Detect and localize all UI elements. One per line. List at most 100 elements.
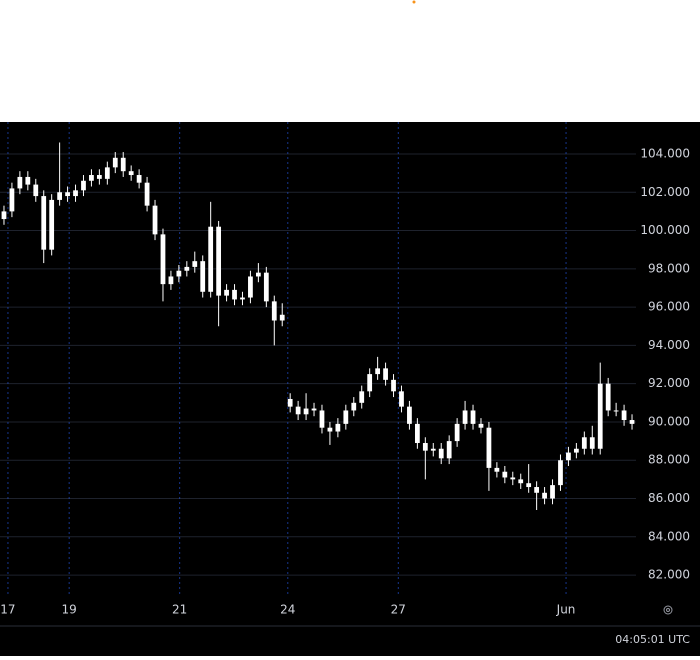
y-tick-label: 92.000: [648, 376, 690, 390]
candle-body: [327, 427, 333, 432]
candle-body: [33, 184, 39, 197]
candle-body: [343, 410, 349, 424]
candle-body: [128, 171, 134, 176]
candle-body: [438, 448, 444, 459]
candle-body: [136, 175, 142, 183]
candle-body: [224, 289, 229, 296]
x-tick-label: 27: [391, 603, 406, 617]
candle-body: [144, 182, 150, 206]
candle-body: [319, 410, 325, 428]
candle-body: [49, 199, 55, 250]
candle-body: [248, 276, 253, 298]
candle-body: [104, 167, 110, 179]
candle-body: [303, 408, 309, 415]
candle-body: [446, 441, 452, 459]
candle-body: [581, 437, 587, 449]
y-tick-label: 86.000: [648, 491, 690, 505]
candle-body: [502, 471, 508, 478]
candle-body: [1, 211, 7, 220]
candle-body: [407, 406, 412, 424]
candle-body: [534, 487, 540, 493]
candle-body: [81, 180, 86, 191]
candle-body: [287, 398, 293, 407]
candle-body: [208, 226, 214, 292]
clock: 04:05:01 UTC: [615, 633, 690, 646]
candle-body: [160, 234, 166, 285]
x-tick-label: 17: [0, 603, 15, 617]
candle-body: [589, 437, 595, 449]
y-tick-label: 88.000: [648, 453, 690, 467]
top-area: [0, 0, 700, 122]
candle-body: [430, 448, 436, 451]
candle-body: [510, 477, 516, 480]
candle-body: [263, 272, 269, 302]
candle-body: [112, 157, 118, 168]
candle-body: [200, 261, 206, 292]
y-tick-label: 98.000: [648, 261, 690, 275]
y-tick-label: 90.000: [648, 414, 690, 428]
candle-body: [414, 423, 420, 444]
candle-body: [399, 391, 404, 407]
candle-body: [383, 368, 388, 380]
candle-body: [152, 205, 158, 235]
candle-body: [391, 379, 396, 392]
candle-body: [184, 266, 190, 271]
candle-body: [17, 176, 23, 189]
y-tick-label: 102.000: [640, 185, 690, 199]
candle-body: [295, 406, 301, 415]
candle-body: [566, 452, 571, 461]
y-tick-label: 100.000: [640, 223, 690, 237]
candle-body: [621, 410, 627, 421]
candle-body: [120, 157, 126, 172]
candle-body: [494, 467, 500, 472]
candle-body: [240, 297, 245, 300]
candle-body: [279, 314, 285, 321]
marker-dot: [412, 0, 416, 4]
settings-icon[interactable]: [663, 605, 673, 615]
candle-body: [65, 192, 70, 197]
candle-body: [526, 483, 532, 488]
candle-body: [542, 492, 547, 499]
candle-body: [422, 443, 428, 451]
candle-body: [168, 276, 174, 285]
candle-body: [232, 289, 237, 300]
candle-body: [271, 301, 277, 321]
candle-body: [558, 460, 563, 486]
candle-body: [57, 192, 63, 200]
candle-body: [605, 383, 611, 411]
candle-body: [359, 391, 365, 403]
candle-body: [176, 270, 182, 277]
candle-body: [375, 368, 381, 375]
candle-body: [73, 190, 78, 197]
candle-body: [311, 408, 317, 411]
candle-body: [629, 420, 635, 424]
candle-body: [573, 448, 579, 453]
candle-body: [255, 272, 261, 277]
chart-area: [0, 122, 700, 656]
candle-body: [478, 423, 484, 428]
settings-icon-inner: [666, 608, 670, 612]
x-tick-label: 21: [172, 603, 187, 617]
candle-body: [486, 427, 492, 468]
candle-body: [454, 423, 460, 442]
candle-body: [367, 374, 373, 392]
x-tick-label: 24: [280, 603, 295, 617]
y-tick-label: 84.000: [648, 529, 690, 543]
y-tick-label: 82.000: [648, 568, 690, 582]
y-tick-label: 94.000: [648, 338, 690, 352]
x-tick-label: Jun: [556, 603, 576, 617]
candle-body: [89, 175, 94, 181]
candle-body: [470, 410, 476, 424]
x-tick-label: 19: [62, 603, 77, 617]
candle-body: [41, 196, 47, 250]
candle-body: [462, 410, 468, 424]
candle-body: [597, 383, 603, 449]
candle-body: [550, 485, 555, 499]
candle-body: [192, 261, 198, 267]
candle-body: [216, 226, 222, 296]
candle-body: [613, 410, 619, 412]
candle-body: [518, 479, 524, 484]
candle-body: [335, 423, 341, 432]
candle-body: [96, 175, 102, 179]
